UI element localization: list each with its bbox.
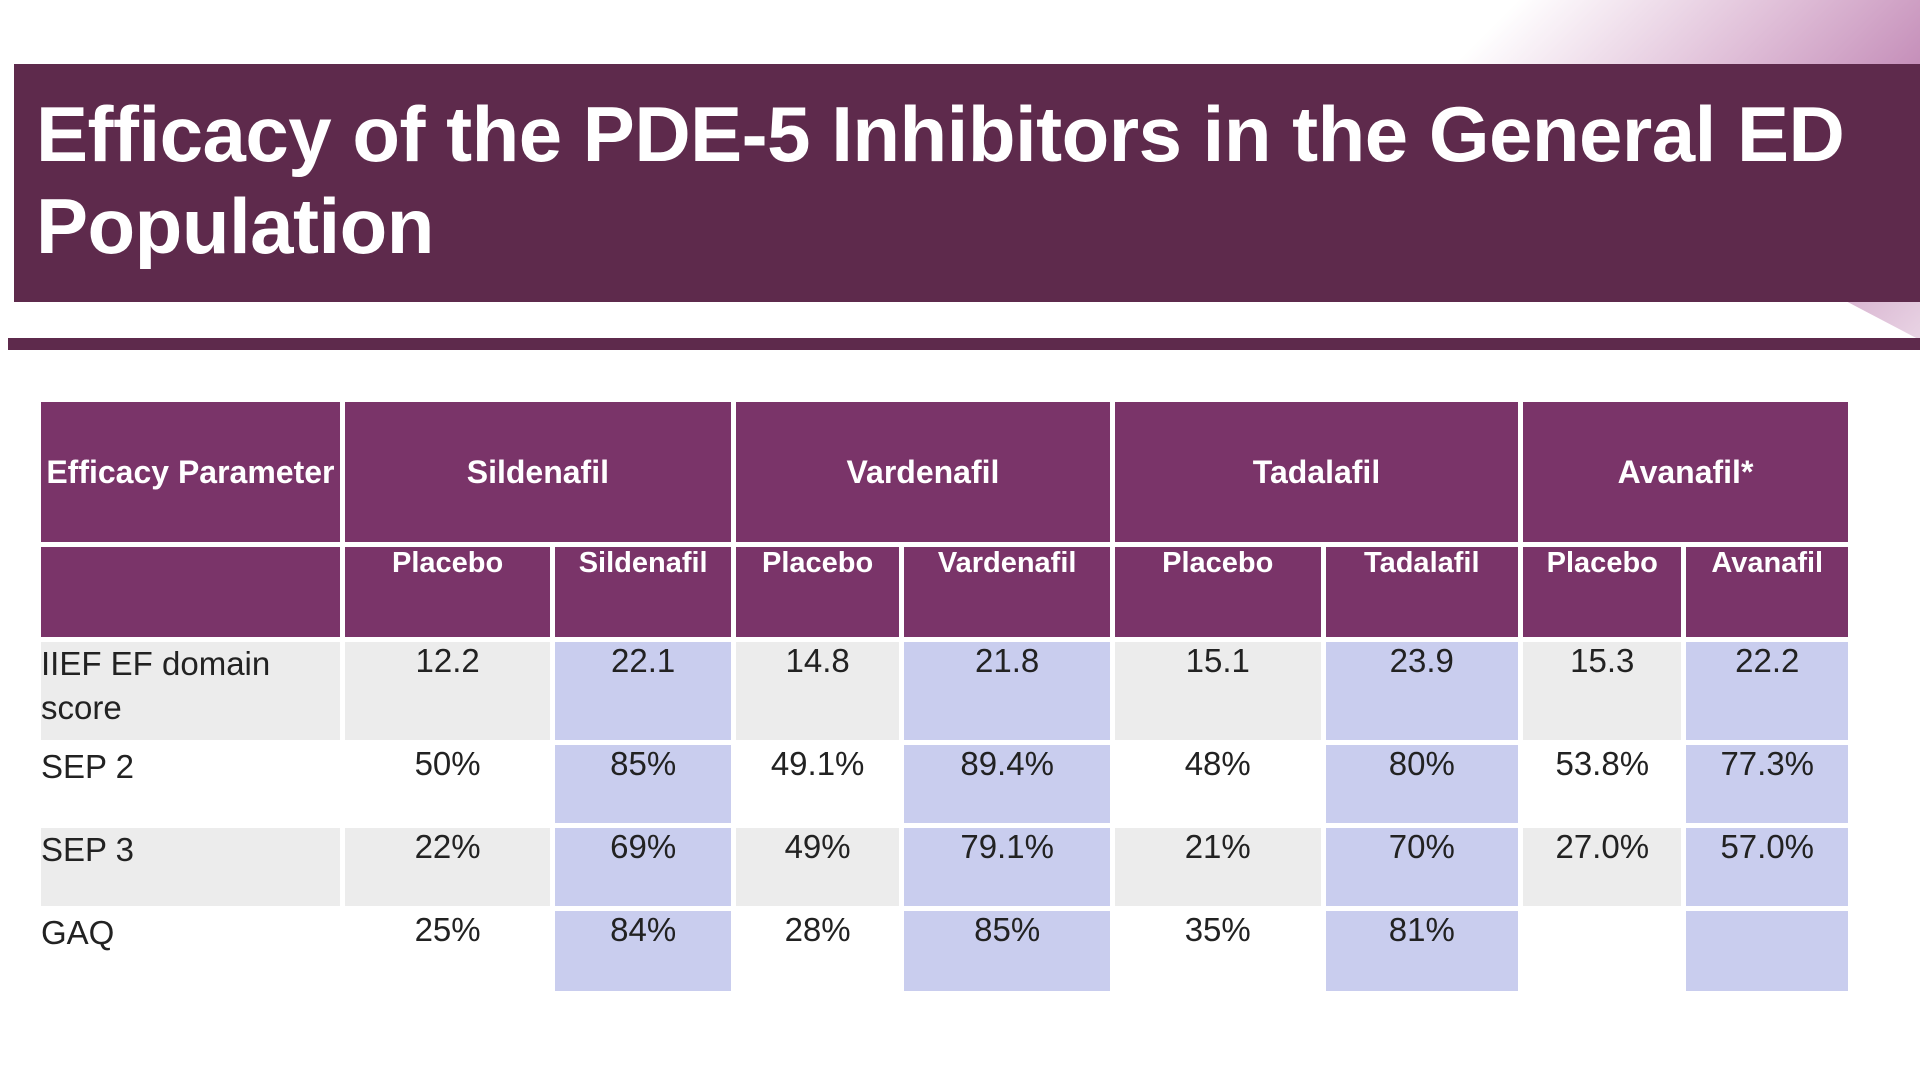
table-cell: 15.3 xyxy=(1523,642,1682,740)
subheader-cell: Sildenafil xyxy=(555,547,731,637)
table-cell: 49.1% xyxy=(735,745,900,823)
row-label: IIEF EF domain score xyxy=(41,642,340,740)
title-divider xyxy=(8,338,1920,350)
table-cell: 50% xyxy=(344,745,551,823)
table-cell: 27.0% xyxy=(1523,828,1682,906)
param-header: Efficacy Parameter xyxy=(41,402,340,542)
table-cell: 12.2 xyxy=(344,642,551,740)
table-cell: 48% xyxy=(1114,745,1321,823)
table-cell: 14.8 xyxy=(735,642,900,740)
row-label: SEP 3 xyxy=(41,828,340,906)
table-cell: 79.1% xyxy=(904,828,1110,906)
group-header-avanafil: Avanafil* xyxy=(1523,402,1848,542)
table-cell xyxy=(1686,911,1848,991)
subheader-cell: Tadalafil xyxy=(1325,547,1519,637)
table-cell: 81% xyxy=(1325,911,1519,991)
subheader-empty xyxy=(41,547,340,637)
subheader-row: Placebo Sildenafil Placebo Vardenafil Pl… xyxy=(41,547,1848,637)
table-row: SEP 3 22% 69% 49% 79.1% 21% 70% 27.0% 57… xyxy=(41,828,1848,906)
table-row: GAQ 25% 84% 28% 85% 35% 81% xyxy=(41,911,1848,991)
subheader-cell: Placebo xyxy=(1523,547,1682,637)
table-cell: 21.8 xyxy=(904,642,1110,740)
table-cell: 57.0% xyxy=(1686,828,1848,906)
subheader-cell: Placebo xyxy=(735,547,900,637)
row-label: SEP 2 xyxy=(41,745,340,823)
table-cell xyxy=(1523,911,1682,991)
table-cell: 85% xyxy=(555,745,731,823)
table-cell: 15.1 xyxy=(1114,642,1321,740)
subheader-cell: Placebo xyxy=(1114,547,1321,637)
table-cell: 23.9 xyxy=(1325,642,1519,740)
table-cell: 22.2 xyxy=(1686,642,1848,740)
table-cell: 84% xyxy=(555,911,731,991)
table-cell: 22% xyxy=(344,828,551,906)
table-cell: 89.4% xyxy=(904,745,1110,823)
subheader-cell: Placebo xyxy=(344,547,551,637)
group-header-sildenafil: Sildenafil xyxy=(344,402,731,542)
group-header-tadalafil: Tadalafil xyxy=(1114,402,1519,542)
table-cell: 28% xyxy=(735,911,900,991)
table-cell: 49% xyxy=(735,828,900,906)
table-cell: 22.1 xyxy=(555,642,731,740)
group-header-row: Efficacy Parameter Sildenafil Vardenafil… xyxy=(41,402,1848,542)
table-row: SEP 2 50% 85% 49.1% 89.4% 48% 80% 53.8% … xyxy=(41,745,1848,823)
table-cell: 80% xyxy=(1325,745,1519,823)
subheader-cell: Vardenafil xyxy=(904,547,1110,637)
table-row: IIEF EF domain score 12.2 22.1 14.8 21.8… xyxy=(41,642,1848,740)
row-label: GAQ xyxy=(41,911,340,991)
table-cell: 69% xyxy=(555,828,731,906)
table-cell: 53.8% xyxy=(1523,745,1682,823)
table-cell: 70% xyxy=(1325,828,1519,906)
table-cell: 35% xyxy=(1114,911,1321,991)
subheader-cell: Avanafil xyxy=(1686,547,1848,637)
group-header-vardenafil: Vardenafil xyxy=(735,402,1110,542)
efficacy-table: Efficacy Parameter Sildenafil Vardenafil… xyxy=(36,397,1853,996)
table-cell: 25% xyxy=(344,911,551,991)
table-cell: 21% xyxy=(1114,828,1321,906)
table-cell: 77.3% xyxy=(1686,745,1848,823)
title-bar xyxy=(14,64,1920,302)
slide-title: Efficacy of the PDE-5 Inhibitors in the … xyxy=(36,90,1845,270)
table-cell: 85% xyxy=(904,911,1110,991)
